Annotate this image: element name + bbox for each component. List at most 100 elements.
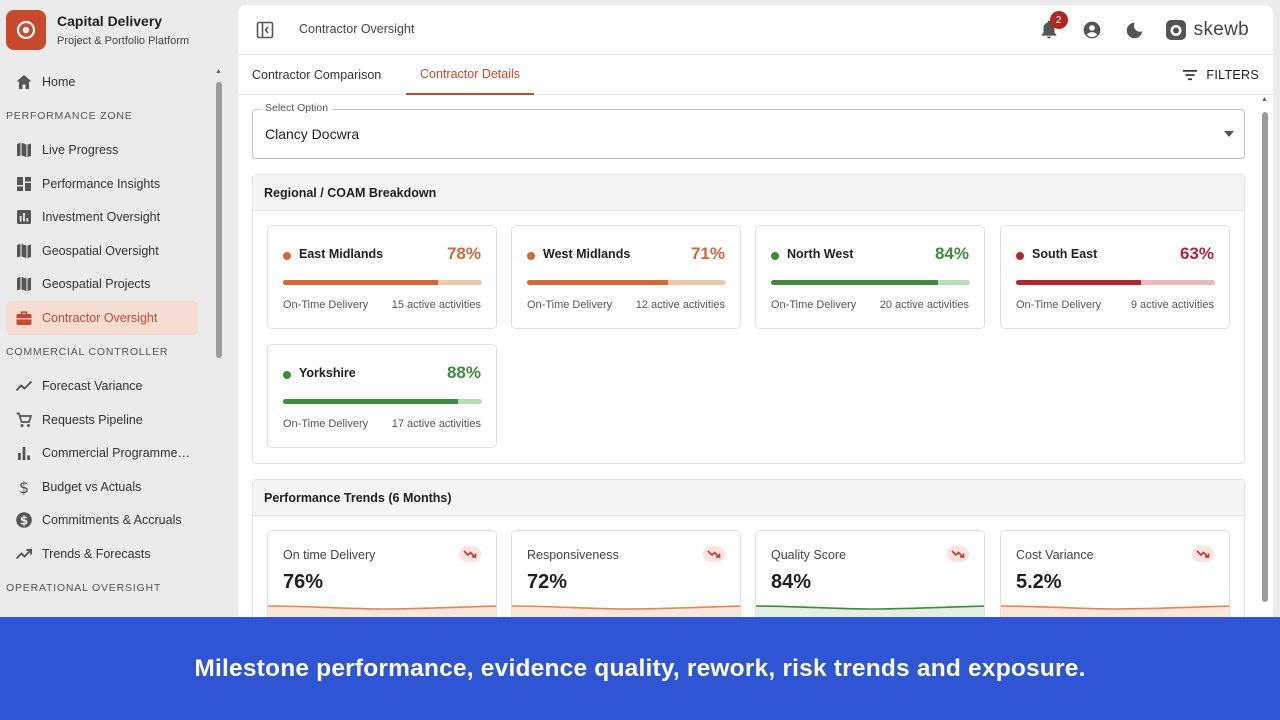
theme-toggle-button[interactable] [1122,14,1148,46]
line-trend-icon [15,377,33,395]
notification-badge: 2 [1049,11,1068,29]
scroll-up-icon[interactable]: ▲ [1261,96,1268,103]
status-dot [283,252,291,260]
sidebar-item-commitments-accruals[interactable]: $ Commitments & Accruals [0,504,212,538]
progress-bar [283,280,482,285]
map-icon [15,141,33,159]
trending-down-icon [703,546,725,562]
region-name: West Midlands [543,247,631,261]
caption-banner: Milestone performance, evidence quality,… [0,617,1280,720]
sidebar: Capital Delivery Project & Portfolio Pla… [0,0,228,720]
svg-text:$: $ [19,478,29,496]
top-bar: Contractor Oversight 2 skewb [238,5,1273,55]
metric-label: On-Time Delivery [527,299,613,311]
metric-label: On-Time Delivery [1016,299,1102,311]
trend-metric-name: On time Delivery [283,548,376,562]
scroll-up-icon[interactable]: ▲ [215,68,222,75]
cart-icon [15,411,33,429]
progress-bar [283,399,482,404]
dollar-circle-icon: $ [15,511,33,529]
trend-metric-value: 76% [283,571,324,593]
sidebar-item-performance-insights[interactable]: Performance Insights [0,167,212,201]
region-card[interactable]: North West 84% On-Time Delivery 20 active a… [755,225,985,329]
select-value: Clancy Docwra [265,126,360,142]
sidebar-section-operational-oversight: OPERATIONAL OVERSIGHT [6,582,162,594]
main-scroll-thumb[interactable] [1262,112,1268,602]
region-percent: 78% [446,244,481,263]
sidebar-item-contractor-oversight[interactable]: Contractor Oversight [6,301,198,335]
active-activities: 9 active activities [1130,299,1214,311]
region-name: Yorkshire [299,366,356,380]
brand-subtitle: Project & Portfolio Platform [57,35,190,47]
sidebar-item-live-progress[interactable]: Live Progress [0,134,212,168]
account-circle-icon [1083,21,1100,39]
sidebar-item-label: Requests Pipeline [42,412,143,427]
main-scrollbar[interactable]: ▲ [1260,96,1270,626]
filters-button[interactable]: FILTERS [1182,55,1259,95]
sidebar-item-investment-oversight[interactable]: Investment Oversight [0,201,212,235]
skewb-logo-icon [1165,20,1186,40]
map-icon [15,275,33,293]
sidebar-item-label: Investment Oversight [42,210,161,225]
home-icon [15,73,33,91]
trending-down-icon [947,546,969,562]
progress-fill [771,280,939,285]
active-activities: 15 active activities [391,299,481,311]
sidebar-item-label: Geospatial Oversight [42,243,159,258]
moon-icon [1126,22,1143,38]
brand[interactable]: Capital Delivery Project & Portfolio Pla… [6,10,189,50]
region-card[interactable]: South East 63% On-Time Delivery 9 active ac… [1000,225,1230,329]
brand-title: Capital Delivery [57,13,163,29]
sidebar-item-requests-pipeline[interactable]: Requests Pipeline [0,403,212,437]
sidebar-item-label: Forecast Variance [42,379,143,394]
status-dot [527,252,535,260]
account-button[interactable] [1079,14,1105,46]
metric-label: On-Time Delivery [283,299,369,311]
sidebar-toggle-icon[interactable] [256,21,276,39]
progress-fill [283,399,459,404]
region-name: North West [787,247,854,261]
main-panel: Contractor Oversight 2 skewb Contractor … [238,5,1273,645]
sidebar-item-budget-vs-actuals[interactable]: $ Budget vs Actuals [0,470,212,504]
status-dot [1016,252,1024,260]
tab-contractor-comparison[interactable]: Contractor Comparison [252,68,382,82]
bar-chart-box-icon [15,208,33,226]
region-card[interactable]: West Midlands 71% On-Time Delivery 12 activ… [511,225,741,329]
progress-fill [1016,280,1142,285]
progress-bar [527,280,726,285]
caption-text: Milestone performance, evidence quality,… [194,654,1086,682]
sidebar-section-commercial-controller: COMMERCIAL CONTROLLER [6,346,169,358]
sidebar-item-label: Trends & Forecasts [42,546,151,561]
sidebar-item-label: Commercial Programme… [42,446,190,461]
region-card[interactable]: East Midlands 78% On-Time Delivery 15 activ… [267,225,497,329]
sidebar-item-geospatial-oversight[interactable]: Geospatial Oversight [0,234,212,268]
dropdown-caret-icon [1224,131,1234,137]
sidebar-scrollbar[interactable]: ▲ [214,68,224,618]
sidebar-item-geospatial-projects[interactable]: Geospatial Projects [0,268,212,302]
trend-metric-name: Quality Score [771,548,847,562]
skewb-logo: skewb [1164,18,1249,42]
metric-label: On-Time Delivery [283,418,369,430]
sidebar-item-forecast-variance[interactable]: Forecast Variance [0,370,212,404]
trend-metric-name: Cost Variance [1016,548,1094,562]
region-card[interactable]: Yorkshire 88% On-Time Delivery 17 active ac… [267,344,497,448]
svg-text:$: $ [20,514,28,528]
dollar-icon: $ [15,478,33,496]
region-percent: 84% [934,244,969,263]
progress-fill [283,280,439,285]
notifications-button[interactable]: 2 [1036,11,1068,46]
breadcrumb: Contractor Oversight [299,22,415,36]
filter-list-icon [1183,70,1198,81]
trend-metric-name: Responsiveness [527,548,619,562]
filters-label: FILTERS [1206,68,1259,82]
contractor-select[interactable]: Select Option Clancy Docwra [252,102,1245,159]
performance-trends-title: Performance Trends (6 Months) [253,480,1244,516]
progress-bar [1016,280,1215,285]
brand-logo-icon [6,10,46,50]
sidebar-item-trends-forecasts[interactable]: Trends & Forecasts [0,537,212,571]
sidebar-scroll-thumb[interactable] [216,82,222,358]
regional-breakdown-title: Regional / COAM Breakdown [253,175,1244,211]
sidebar-item-home[interactable]: Home [0,65,212,99]
tab-contractor-details[interactable]: Contractor Details [406,55,535,95]
sidebar-item-commercial-programme[interactable]: Commercial Programme… [0,437,212,471]
